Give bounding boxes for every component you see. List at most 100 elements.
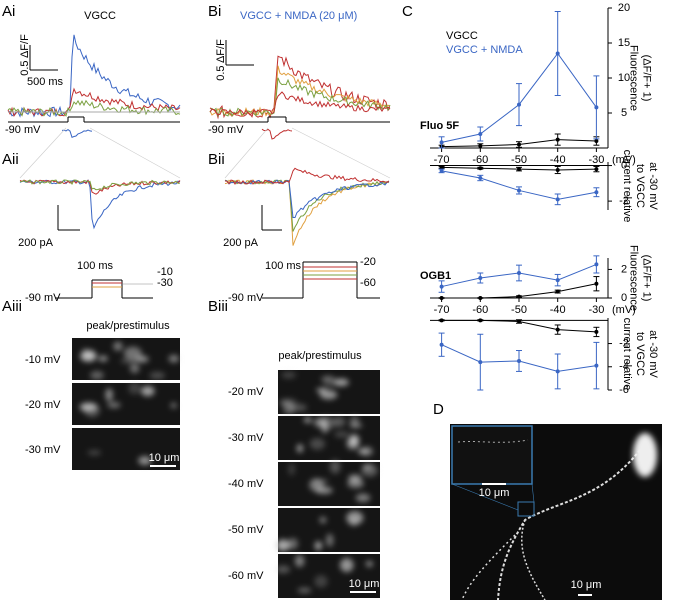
trace: [224, 179, 390, 246]
point: [555, 369, 560, 374]
blob: [348, 519, 359, 527]
scale-label: 100 ms: [265, 260, 302, 272]
blob: [319, 390, 338, 400]
image-signal: [87, 450, 152, 466]
dendrite: [461, 534, 516, 601]
panel-title: VGCC: [84, 10, 116, 22]
scale-label: 200 pA: [223, 237, 259, 249]
point: [439, 342, 444, 347]
step-label: -20: [360, 256, 376, 268]
point: [478, 166, 483, 171]
blob: [105, 388, 113, 402]
y-axis-label: Fluorescence: [628, 245, 640, 311]
point: [594, 329, 599, 334]
blob: [129, 363, 140, 374]
blob: [329, 459, 341, 474]
step-label: -10: [157, 266, 173, 278]
x-tick-label: -60: [472, 154, 488, 166]
y-axis-label: to VGCC: [634, 332, 646, 376]
blob: [98, 355, 108, 362]
x-tick-label: -50: [511, 304, 527, 316]
trace: [7, 87, 181, 118]
y-tick-label: -2: [619, 195, 629, 207]
panel-label: Biii: [208, 298, 228, 315]
annotation: OGB1: [420, 270, 451, 282]
scale-label: 100 ms: [77, 260, 114, 272]
blob: [128, 382, 141, 395]
trace: [7, 99, 181, 117]
point: [517, 102, 521, 107]
blob: [315, 486, 333, 494]
point: [439, 165, 444, 170]
blob: [289, 403, 308, 412]
x-axis-label: (mV): [612, 304, 636, 316]
blob: [349, 434, 360, 446]
blob: [287, 538, 299, 550]
trace: [209, 55, 391, 120]
y-tick-label: 10: [618, 72, 630, 84]
legend-entry: VGCC: [446, 30, 478, 42]
panel-label: Aii: [2, 151, 19, 168]
y-axis-label: Fluorescence: [628, 45, 640, 111]
panel-label: Ai: [2, 3, 15, 20]
panel-label: D: [433, 401, 444, 418]
point: [594, 281, 599, 286]
x-tick-label: -70: [434, 304, 450, 316]
line: [224, 127, 269, 179]
blob: [297, 587, 312, 593]
blob: [355, 493, 371, 503]
blob: [123, 346, 142, 360]
point: [478, 296, 483, 300]
image-signal: [275, 555, 373, 593]
image-signal: [79, 341, 180, 380]
holding-label: -90 mV: [5, 124, 41, 136]
blob: [334, 431, 350, 438]
scale-label: 10 μm: [479, 487, 510, 499]
blob: [321, 375, 335, 383]
point: [478, 360, 483, 365]
point: [594, 139, 599, 143]
point: [555, 197, 560, 202]
blob: [138, 456, 152, 466]
y-axis-label: current relative: [621, 150, 633, 223]
y-tick-label: -2: [619, 337, 629, 349]
neuron: [461, 449, 641, 601]
y-tick-label: 15: [618, 37, 630, 49]
panel-title: VGCC + NMDA (20 μM): [240, 10, 357, 22]
trace: [61, 128, 93, 138]
soma: [633, 433, 657, 477]
point: [517, 294, 521, 299]
point: [478, 276, 483, 280]
image: [72, 428, 180, 470]
point: [517, 167, 521, 172]
blob: [294, 555, 305, 567]
x-tick-label: -60: [472, 304, 488, 316]
x-tick-label: -40: [550, 304, 566, 316]
image-signal: [296, 415, 373, 456]
panel-title: peak/prestimulus: [278, 350, 362, 362]
blob: [314, 575, 328, 588]
blob: [360, 446, 373, 456]
blob: [279, 398, 298, 406]
row-label: -30 mV: [25, 444, 61, 456]
blob: [333, 378, 349, 387]
dendrite: [521, 519, 546, 601]
x-tick-label: -50: [511, 154, 527, 166]
series-line: [441, 170, 597, 200]
trace: [224, 179, 390, 232]
annotation: Fluo 5F: [420, 120, 459, 132]
blob: [326, 533, 334, 547]
image-signal: [288, 459, 378, 503]
y-tick-label: 2: [621, 263, 627, 275]
panel-label: C: [402, 3, 413, 20]
blob: [349, 423, 363, 428]
panel-label: Aiii: [2, 298, 22, 315]
y-axis-label: at -30 mV: [647, 330, 659, 378]
scale-label: 10 μm: [149, 452, 180, 464]
scale-label: 500 ms: [27, 76, 64, 88]
holding-label: -90 mV: [25, 292, 61, 304]
blob: [321, 421, 329, 434]
scale-label: 0.5 ΔF/F: [215, 39, 227, 81]
point: [517, 142, 521, 147]
blob: [314, 541, 322, 551]
